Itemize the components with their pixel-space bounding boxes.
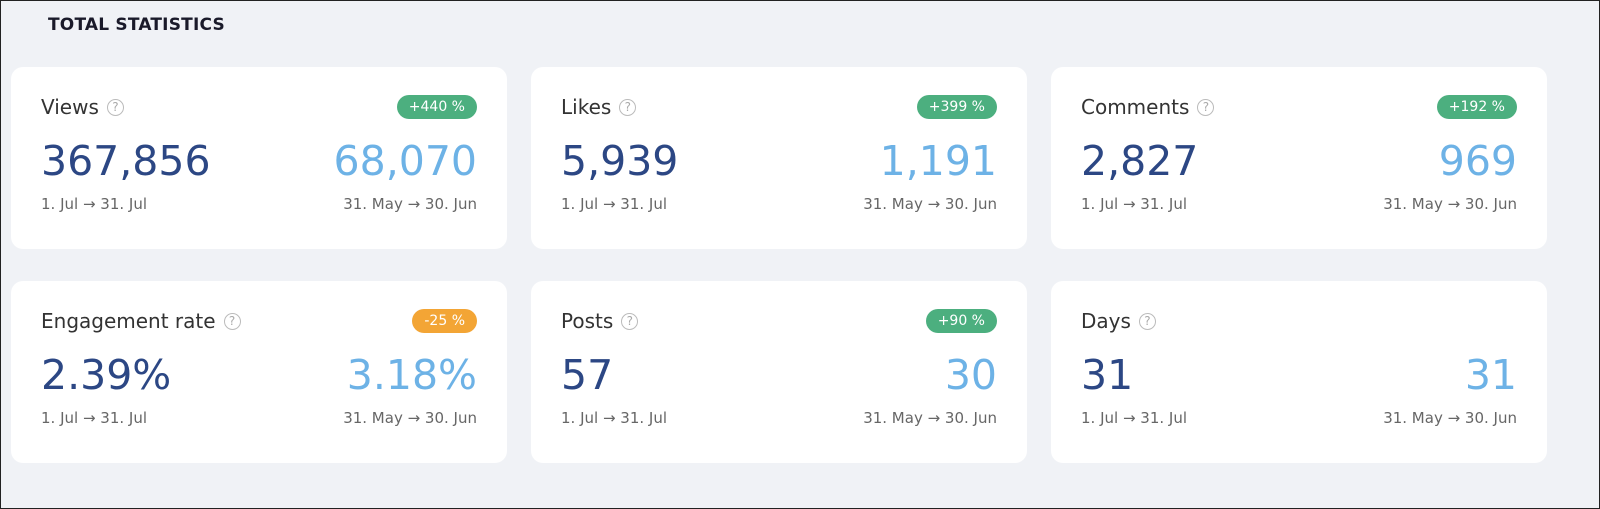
previous-range: 31. May → 30. Jun — [343, 409, 477, 427]
current-range: 1. Jul → 31. Jul — [41, 195, 148, 213]
previous-value: 1,191 — [879, 137, 997, 185]
previous-range: 31. May → 30. Jun — [863, 409, 997, 427]
current-range: 1. Jul → 31. Jul — [1081, 195, 1188, 213]
stats-grid: Views? +440 % 367,856 68,070 1. Jul → 31… — [11, 67, 1547, 463]
stat-label: Posts — [561, 309, 614, 333]
previous-range: 31. May → 30. Jun — [863, 195, 997, 213]
stat-label: Views — [41, 95, 99, 119]
help-icon[interactable]: ? — [223, 312, 241, 330]
stat-card-views: Views? +440 % 367,856 68,070 1. Jul → 31… — [11, 67, 507, 249]
stat-card-engagement-rate: Engagement rate? -25 % 2.39% 3.18% 1. Ju… — [11, 281, 507, 463]
stat-label: Likes — [561, 95, 612, 119]
current-range: 1. Jul → 31. Jul — [561, 195, 668, 213]
current-range: 1. Jul → 31. Jul — [1081, 409, 1188, 427]
section-title: TOTAL STATISTICS — [48, 15, 225, 35]
help-icon[interactable]: ? — [1197, 98, 1215, 116]
previous-value: 31 — [1464, 351, 1517, 399]
previous-value: 3.18% — [346, 351, 477, 399]
current-value: 2.39% — [41, 351, 172, 399]
help-icon[interactable]: ? — [619, 98, 637, 116]
current-value: 367,856 — [41, 137, 211, 185]
current-value: 57 — [561, 351, 614, 399]
change-badge: +399 % — [916, 95, 997, 119]
current-range: 1. Jul → 31. Jul — [561, 409, 668, 427]
stat-card-posts: Posts? +90 % 57 30 1. Jul → 31. Jul 31. … — [531, 281, 1027, 463]
current-range: 1. Jul → 31. Jul — [41, 409, 148, 427]
previous-range: 31. May → 30. Jun — [1383, 409, 1517, 427]
change-badge: +440 % — [396, 95, 477, 119]
stat-label: Days — [1081, 309, 1131, 333]
help-icon[interactable]: ? — [1138, 312, 1156, 330]
change-badge: -25 % — [412, 309, 477, 333]
previous-range: 31. May → 30. Jun — [1383, 195, 1517, 213]
stat-label: Comments — [1081, 95, 1190, 119]
help-icon[interactable]: ? — [106, 98, 124, 116]
current-value: 2,827 — [1081, 137, 1199, 185]
previous-value: 30 — [944, 351, 997, 399]
stat-card-comments: Comments? +192 % 2,827 969 1. Jul → 31. … — [1051, 67, 1547, 249]
previous-range: 31. May → 30. Jun — [343, 195, 477, 213]
current-value: 31 — [1081, 351, 1134, 399]
current-value: 5,939 — [561, 137, 679, 185]
previous-value: 969 — [1438, 137, 1517, 185]
stat-card-likes: Likes? +399 % 5,939 1,191 1. Jul → 31. J… — [531, 67, 1027, 249]
stat-label: Engagement rate — [41, 309, 216, 333]
change-badge: +192 % — [1436, 95, 1517, 119]
stat-card-days: Days? 31 31 1. Jul → 31. Jul 31. May → 3… — [1051, 281, 1547, 463]
help-icon[interactable]: ? — [621, 312, 639, 330]
previous-value: 68,070 — [333, 137, 477, 185]
change-badge: +90 % — [925, 309, 997, 333]
